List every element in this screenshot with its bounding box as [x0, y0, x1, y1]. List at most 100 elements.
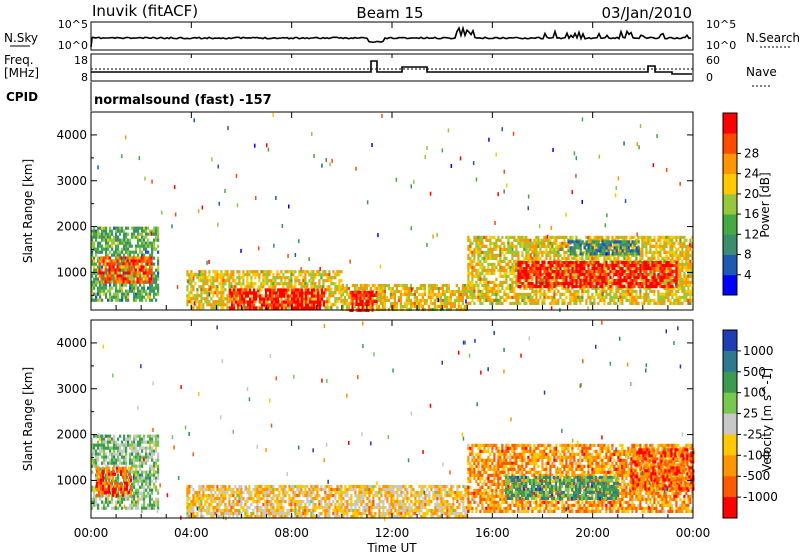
heatmap-cell [198, 306, 201, 310]
heatmap-cell [685, 274, 688, 278]
heatmap-cell [679, 274, 682, 278]
heatmap-cell [675, 292, 678, 296]
heatmap-cell [399, 289, 402, 294]
heatmap-cell [629, 298, 632, 302]
heatmap-cell [121, 298, 124, 302]
heatmap-cell [101, 434, 104, 438]
heatmap-cell [153, 295, 156, 299]
heatmap-cell [603, 270, 606, 274]
heatmap-cell [645, 282, 648, 286]
heatmap-cell [250, 282, 253, 286]
heatmap-cell [589, 298, 592, 302]
heatmap-cell [252, 285, 255, 289]
heatmap-cell [306, 300, 309, 304]
heatmap-cell [288, 285, 291, 289]
heatmap-cell [607, 235, 610, 239]
heatmap-cell [533, 238, 536, 242]
heatmap-cell [133, 298, 136, 302]
heatmap-cell [413, 304, 416, 309]
heatmap-cell [141, 292, 144, 296]
heatmap-cell [585, 262, 588, 266]
heatmap-cell [343, 301, 346, 306]
heatmap-cell [334, 276, 337, 280]
heatmap-cell [619, 235, 622, 239]
heatmap-cell [607, 283, 610, 287]
heatmap-cell [93, 464, 96, 468]
heatmap-cell [145, 265, 148, 269]
heatmap-cell [206, 288, 209, 292]
heatmap-cell [557, 265, 560, 269]
heatmap-cell [521, 295, 524, 299]
heatmap-cell [637, 282, 640, 286]
heatmap-cell [112, 262, 115, 266]
heatmap-cell [611, 261, 614, 265]
heatmap-cell [264, 279, 267, 283]
heatmap-cell [389, 304, 392, 309]
heatmap-cell [645, 298, 648, 302]
heatmap-cell [577, 298, 580, 302]
scatter-echo [187, 279, 189, 284]
heatmap-cell [603, 301, 606, 305]
heatmap-cell [473, 253, 476, 257]
heatmap-cell [143, 229, 146, 233]
scatter-echo [217, 222, 219, 227]
heatmap-cell [627, 292, 630, 296]
heatmap-cell [475, 268, 478, 272]
heatmap-cell [318, 291, 321, 295]
heatmap-cell [423, 292, 426, 297]
heatmap-cell [589, 262, 592, 266]
heatmap-cell [471, 298, 474, 302]
heatmap-cell [481, 250, 484, 254]
heatmap-cell [569, 283, 572, 287]
heatmap-cell [515, 298, 518, 302]
heatmap-cell [517, 256, 520, 260]
heatmap-cell [132, 256, 135, 260]
heatmap-cell [655, 247, 658, 251]
heatmap-cell [565, 256, 568, 260]
heatmap-cell [119, 253, 122, 257]
heatmap-cell [615, 286, 618, 290]
heatmap-cell [237, 300, 240, 304]
heatmap-cell [505, 295, 508, 299]
heatmap-cell [261, 297, 264, 301]
heatmap-cell [625, 249, 628, 253]
heatmap-cell [543, 285, 546, 289]
heatmap-cell [625, 268, 628, 272]
heatmap-cell [679, 283, 682, 287]
heatmap-cell [595, 262, 598, 266]
heatmap-cell [607, 280, 610, 284]
heatmap-cell [627, 264, 630, 268]
heatmap-cell [589, 301, 592, 305]
heatmap-cell [499, 268, 502, 272]
heatmap-cell [91, 503, 94, 507]
heatmap-cell [489, 235, 492, 239]
heatmap-cell [583, 285, 586, 289]
heatmap-cell [443, 304, 446, 309]
heatmap-cell [573, 261, 576, 265]
heatmap-cell [131, 289, 134, 293]
heatmap-cell [226, 273, 229, 277]
heatmap-cell [621, 267, 624, 271]
heatmap-cell [295, 294, 298, 298]
heatmap-cell [677, 283, 680, 287]
heatmap-cell [613, 279, 616, 283]
heatmap-cell [93, 292, 96, 296]
heatmap-cell [571, 252, 574, 256]
heatmap-cell [673, 276, 676, 280]
heatmap-cell [133, 277, 136, 281]
heatmap-cell [585, 270, 588, 274]
heatmap-cell [675, 276, 678, 280]
heatmap-cell [391, 289, 394, 294]
heatmap-cell [144, 256, 147, 260]
heatmap-cell [551, 301, 554, 305]
heatmap-cell [137, 295, 140, 299]
heatmap-cell [115, 283, 118, 287]
heatmap-cell [114, 280, 117, 284]
scatter-echo [581, 199, 583, 204]
heatmap-cell [320, 303, 323, 307]
heatmap-cell [551, 277, 554, 281]
scatter-echo [512, 131, 515, 136]
heatmap-cell [401, 292, 404, 297]
heatmap-cell [108, 274, 111, 278]
heatmap-cell [655, 274, 658, 278]
